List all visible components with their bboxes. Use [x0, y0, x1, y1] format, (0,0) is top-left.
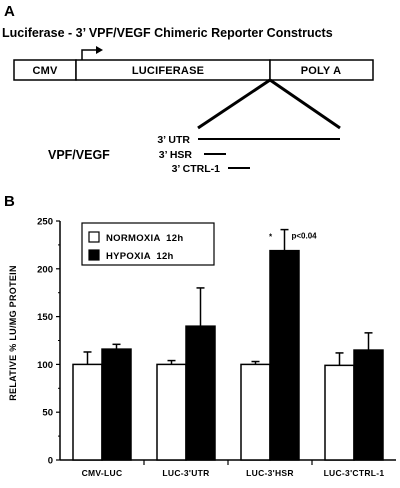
y-axis-label: RELATIVE % LU/MG PROTEIN [8, 265, 18, 401]
x-category-label: LUC-3'CTRL-1 [324, 468, 385, 478]
legend-swatch-normoxia [88, 231, 100, 243]
y-tick-label: 250 [37, 217, 53, 228]
segment-polya-box [269, 59, 374, 81]
y-tick-label: 50 [42, 408, 53, 419]
expansion-line-right [269, 78, 341, 130]
y-tick-label: 0 [48, 456, 53, 467]
x-category-label: LUC-3'UTR [162, 468, 209, 478]
legend-label-hypoxia: HYPOXIA 12h [106, 251, 174, 262]
bar-hypoxia [269, 249, 300, 461]
bar-hypoxia [185, 325, 216, 461]
construct-diagram: CMV LUCIFERASE POLY A 3’ UTR 3’ HSR 3’ C… [13, 46, 374, 175]
region-hsr-label: 3’ HSR [159, 149, 193, 161]
bar-hypoxia [353, 349, 384, 461]
significance-star: * [269, 233, 273, 242]
panel-a-letter: A [4, 3, 15, 20]
segment-luciferase-label: LUCIFERASE [132, 65, 204, 77]
bar-normoxia [324, 364, 355, 461]
segment-cmv-label: CMV [32, 65, 58, 77]
region-ctrl-label: 3’ CTRL-1 [172, 163, 221, 175]
legend-swatch-hypoxia [88, 249, 100, 261]
x-category-label: CMV-LUC [82, 468, 123, 478]
y-tick-label: 150 [37, 312, 53, 323]
bar-normoxia [72, 363, 103, 461]
segment-polya-label: POLY A [301, 65, 342, 77]
promoter-arrowhead-icon [96, 46, 103, 54]
bar-chart: RELATIVE % LU/MG PROTEIN 0 50 100 150 200 250… [8, 217, 396, 478]
panel-b-letter: B [4, 193, 15, 210]
promoter-arrow-icon [81, 49, 99, 60]
panel-a-title: Luciferase - 3’ VPF/VEGF Chimeric Report… [2, 26, 333, 40]
expansion-line-left [197, 78, 271, 130]
region-utr-label: 3’ UTR [157, 134, 190, 146]
legend-box [81, 222, 215, 266]
p-value-label: p<0.04 [292, 232, 318, 241]
x-category-label: LUC-3'HSR [246, 468, 294, 478]
bar-normoxia [240, 363, 271, 461]
y-tick-label: 100 [37, 360, 53, 371]
y-tick-label: 200 [37, 264, 53, 275]
vpf-vegf-label: VPF/VEGF [48, 148, 110, 162]
bar-hypoxia [101, 348, 132, 461]
bar-normoxia [156, 363, 187, 461]
legend-label-normoxia: NORMOXIA 12h [106, 233, 183, 244]
